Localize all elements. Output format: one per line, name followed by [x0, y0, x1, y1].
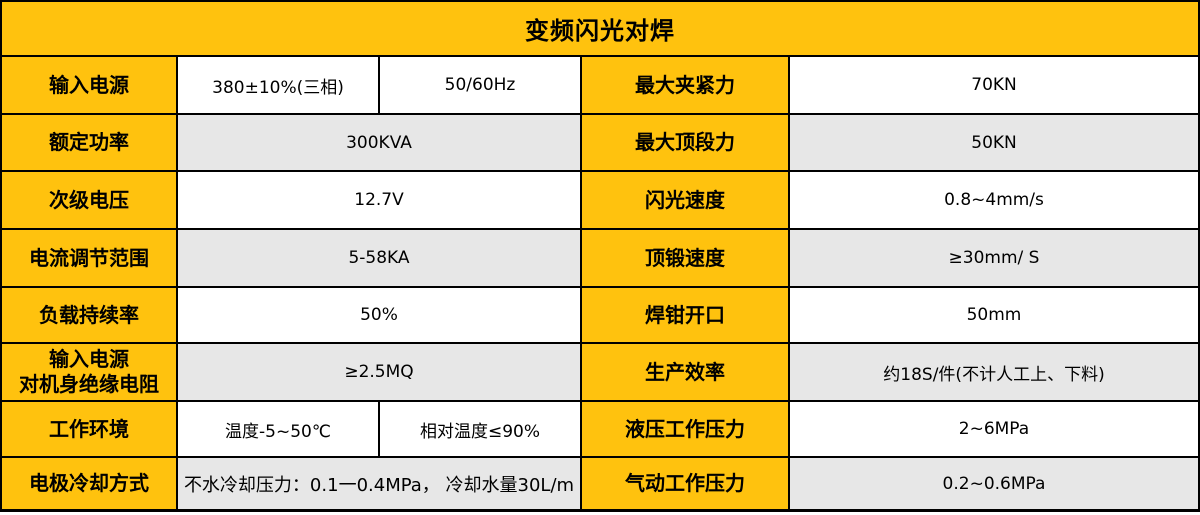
row-electrode-cooling-label: 电极冷却方式: [2, 458, 176, 509]
clamp-opening-value: 50mm: [790, 288, 1198, 342]
duty-cycle-value: 50%: [178, 288, 580, 342]
row-rated-power-label: 额定功率: [2, 115, 176, 170]
row-max-clamping-force-label: 最大夹紧力: [582, 57, 788, 113]
row-upset-speed-label: 顶锻速度: [582, 230, 788, 286]
current-range-value: 5-58KA: [178, 230, 580, 286]
input-power-voltage-value: 380±10%(三相): [178, 57, 378, 113]
electrode-cooling-value: 不水冷却压力：0.1一0.4MPa， 冷却水量30L/m: [178, 458, 580, 509]
rated-power-value: 300KVA: [178, 115, 580, 170]
table-title: 变频闪光对焊: [2, 2, 1198, 55]
row-working-environment-label: 工作环境: [2, 402, 176, 456]
working-environment-humidity-value: 相对温度≤90%: [380, 402, 580, 456]
max-upset-force-value: 50KN: [790, 115, 1198, 170]
row-secondary-voltage-label: 次级电压: [2, 172, 176, 228]
row-flash-speed-label: 闪光速度: [582, 172, 788, 228]
upset-speed-value: ≥30mm/ S: [790, 230, 1198, 286]
row-clamp-opening-label: 焊钳开口: [582, 288, 788, 342]
row-current-range-label: 电流调节范围: [2, 230, 176, 286]
row-duty-cycle-label: 负载持续率: [2, 288, 176, 342]
secondary-voltage-value: 12.7V: [178, 172, 580, 228]
production-efficiency-value: 约18S/件(不计人工上、下料): [790, 344, 1198, 400]
hydraulic-pressure-value: 2~6MPa: [790, 402, 1198, 456]
pneumatic-pressure-value: 0.2~0.6MPa: [790, 458, 1198, 509]
working-environment-temperature-value: 温度-5~50℃: [178, 402, 378, 456]
row-input-power-label: 输入电源: [2, 57, 176, 113]
input-power-frequency-value: 50/60Hz: [380, 57, 580, 113]
row-pneumatic-pressure-label: 气动工作压力: [582, 458, 788, 509]
row-insulation-resistance-label: 输入电源 对机身绝缘电阻: [2, 344, 176, 400]
row-production-efficiency-label: 生产效率: [582, 344, 788, 400]
flash-speed-value: 0.8~4mm/s: [790, 172, 1198, 228]
row-hydraulic-pressure-label: 液压工作压力: [582, 402, 788, 456]
max-clamping-force-value: 70KN: [790, 57, 1198, 113]
row-max-upset-force-label: 最大顶段力: [582, 115, 788, 170]
insulation-resistance-value: ≥2.5MQ: [178, 344, 580, 400]
